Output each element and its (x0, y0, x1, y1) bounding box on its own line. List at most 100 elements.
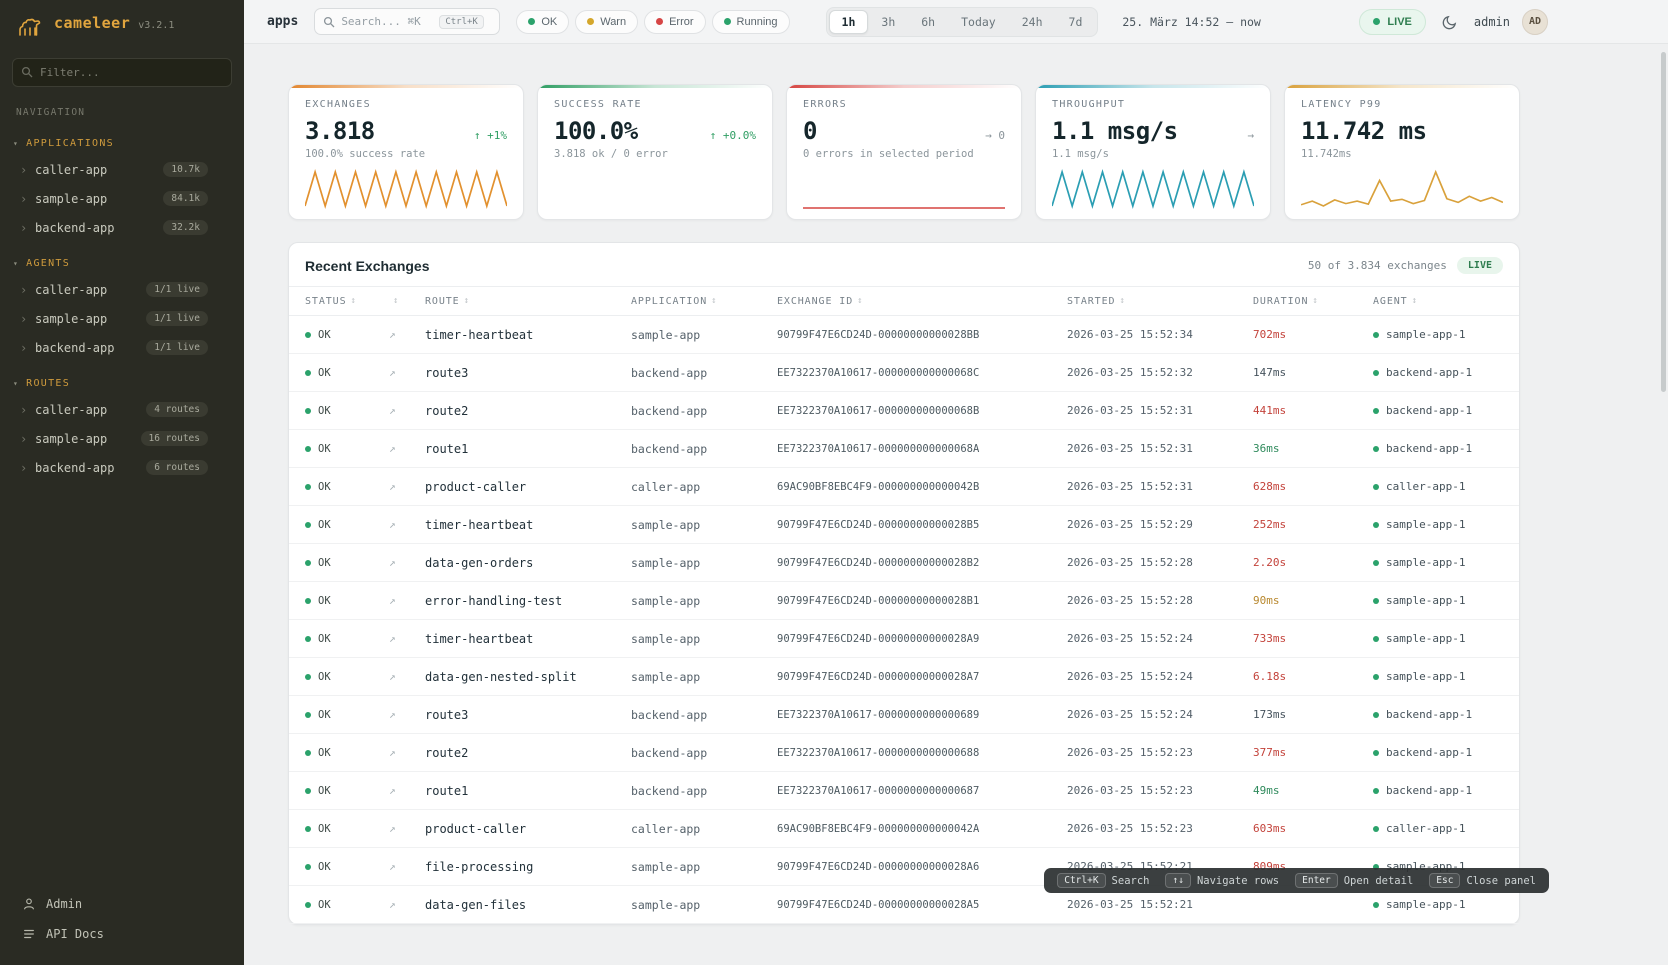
table-row[interactable]: OK ↗ route3 backend-app EE7322370A10617-… (289, 696, 1519, 734)
card-title: ERRORS (803, 99, 1005, 110)
card-delta: ↑ +0.0% (710, 129, 756, 142)
section-header-agents[interactable]: ▾ AGENTS (0, 254, 244, 275)
sidebar-item[interactable]: › backend-app 6 routes (0, 453, 244, 482)
sidebar-item[interactable]: › caller-app 1/1 live (0, 275, 244, 304)
route-cell: route2 (425, 404, 631, 418)
status-cell: OK (305, 595, 389, 607)
search-box[interactable]: Ctrl+K (314, 8, 500, 35)
duration-cell: 147ms (1253, 366, 1373, 379)
column-header[interactable]: AGENT ↕ (1373, 296, 1503, 307)
dark-mode-toggle[interactable] (1438, 10, 1462, 34)
agent-label: sample-app-1 (1386, 898, 1465, 911)
search-input[interactable] (341, 15, 433, 28)
sidebar-item[interactable]: › sample-app 84.1k (0, 184, 244, 213)
column-header[interactable]: STARTED ↕ (1067, 296, 1253, 307)
open-detail-icon[interactable]: ↗ (389, 822, 425, 835)
time-range-button[interactable]: 3h (868, 10, 908, 34)
time-range-button[interactable]: 7d (1056, 10, 1096, 34)
avatar[interactable]: AD (1522, 9, 1548, 35)
application-cell: sample-app (631, 594, 777, 608)
duration-cell: 603ms (1253, 822, 1373, 835)
app-root: { "sidebar": { "logo": { "name": "camele… (0, 0, 1668, 965)
sidebar-item[interactable]: › backend-app 1/1 live (0, 333, 244, 362)
agent-cell: backend-app-1 (1373, 746, 1503, 759)
open-detail-icon[interactable]: ↗ (389, 594, 425, 607)
table-row[interactable]: OK ↗ timer-heartbeat sample-app 90799F47… (289, 620, 1519, 658)
open-detail-icon[interactable]: ↗ (389, 898, 425, 911)
open-detail-icon[interactable]: ↗ (389, 784, 425, 797)
status-filter-chip[interactable]: OK (516, 10, 569, 34)
table-row[interactable]: OK ↗ route1 backend-app EE7322370A10617-… (289, 772, 1519, 810)
section-header-applications[interactable]: ▾ APPLICATIONS (0, 134, 244, 155)
section-label: APPLICATIONS (26, 138, 114, 149)
time-range-button[interactable]: 24h (1009, 10, 1056, 34)
exchange-id-cell: 90799F47E6CD24D-00000000000028B2 (777, 557, 1067, 569)
chevron-right-icon: › (20, 221, 28, 235)
sidebar-item-admin[interactable]: Admin (0, 889, 244, 919)
table-row[interactable]: OK ↗ product-caller caller-app 69AC90BF8… (289, 810, 1519, 848)
table-row[interactable]: OK ↗ route2 backend-app EE7322370A10617-… (289, 734, 1519, 772)
sidebar-item[interactable]: › backend-app 32.2k (0, 213, 244, 242)
breadcrumb-apps[interactable]: apps (267, 14, 298, 29)
time-range-button[interactable]: 1h (829, 10, 869, 34)
status-filter-chip[interactable]: Warn (575, 10, 638, 34)
time-range-button[interactable]: 6h (908, 10, 948, 34)
sidebar-filter-input[interactable] (12, 58, 232, 87)
table-row[interactable]: OK ↗ route3 backend-app EE7322370A10617-… (289, 354, 1519, 392)
open-detail-icon[interactable]: ↗ (389, 556, 425, 569)
stat-card: THROUGHPUT 1.1 msg/s → 1.1 msg/s (1035, 84, 1271, 220)
column-header[interactable]: ↕ (389, 296, 425, 306)
open-detail-icon[interactable]: ↗ (389, 632, 425, 645)
agent-label: sample-app-1 (1386, 670, 1465, 683)
open-detail-icon[interactable]: ↗ (389, 518, 425, 531)
open-detail-icon[interactable]: ↗ (389, 328, 425, 341)
status-cell: OK (305, 785, 389, 797)
column-header[interactable]: DURATION ↕ (1253, 296, 1373, 307)
table-row[interactable]: OK ↗ product-caller caller-app 69AC90BF8… (289, 468, 1519, 506)
card-value: 11.742 ms (1301, 117, 1427, 145)
column-header[interactable]: ROUTE ↕ (425, 296, 631, 307)
table-row[interactable]: OK ↗ timer-heartbeat sample-app 90799F47… (289, 506, 1519, 544)
sidebar-item[interactable]: › sample-app 1/1 live (0, 304, 244, 333)
table-row[interactable]: OK ↗ error-handling-test sample-app 9079… (289, 582, 1519, 620)
status-ok-dot (305, 446, 311, 452)
column-header[interactable]: APPLICATION ↕ (631, 296, 777, 307)
sidebar-item[interactable]: › caller-app 4 routes (0, 395, 244, 424)
exchange-id-cell: 90799F47E6CD24D-00000000000028BB (777, 329, 1067, 341)
sidebar-item-badge: 10.7k (163, 162, 208, 177)
time-range-button[interactable]: Today (948, 10, 1009, 34)
table-row[interactable]: OK ↗ timer-heartbeat sample-app 90799F47… (289, 316, 1519, 354)
table-row[interactable]: OK ↗ route1 backend-app EE7322370A10617-… (289, 430, 1519, 468)
open-detail-icon[interactable]: ↗ (389, 442, 425, 455)
column-header[interactable]: STATUS ↕ (305, 296, 389, 307)
status-label: OK (318, 481, 331, 493)
table-row[interactable]: OK ↗ data-gen-orders sample-app 90799F47… (289, 544, 1519, 582)
section-header-routes[interactable]: ▾ ROUTES (0, 374, 244, 395)
page-scrollbar[interactable] (1661, 52, 1666, 392)
agent-label: caller-app-1 (1386, 822, 1465, 835)
live-toggle-button[interactable]: LIVE (1359, 9, 1425, 35)
open-detail-icon[interactable]: ↗ (389, 670, 425, 683)
sidebar-item-badge: 4 routes (146, 402, 208, 417)
table-row[interactable]: OK ↗ route2 backend-app EE7322370A10617-… (289, 392, 1519, 430)
chip-label: OK (541, 16, 557, 28)
sidebar-item[interactable]: › caller-app 10.7k (0, 155, 244, 184)
sidebar-item-api-docs[interactable]: API Docs (0, 919, 244, 949)
open-detail-icon[interactable]: ↗ (389, 860, 425, 873)
card-sparkline (1052, 165, 1254, 211)
open-detail-icon[interactable]: ↗ (389, 480, 425, 493)
open-detail-icon[interactable]: ↗ (389, 404, 425, 417)
status-label: OK (318, 557, 331, 569)
sidebar-item[interactable]: › sample-app 16 routes (0, 424, 244, 453)
exchange-id-cell: EE7322370A10617-0000000000000688 (777, 747, 1067, 759)
started-cell: 2026-03-25 15:52:29 (1067, 518, 1253, 531)
column-header[interactable]: EXCHANGE ID ↕ (777, 296, 1067, 307)
status-filter-chip[interactable]: Running (712, 10, 790, 34)
open-detail-icon[interactable]: ↗ (389, 746, 425, 759)
open-detail-icon[interactable]: ↗ (389, 708, 425, 721)
status-filter-chip[interactable]: Error (644, 10, 705, 34)
open-detail-icon[interactable]: ↗ (389, 366, 425, 379)
table-row[interactable]: OK ↗ data-gen-nested-split sample-app 90… (289, 658, 1519, 696)
filter-search-icon (21, 66, 33, 78)
table-header-row: STATUS ↕ ↕ ROUTE ↕ APPLICATION ↕ EXCHANG… (289, 286, 1519, 316)
